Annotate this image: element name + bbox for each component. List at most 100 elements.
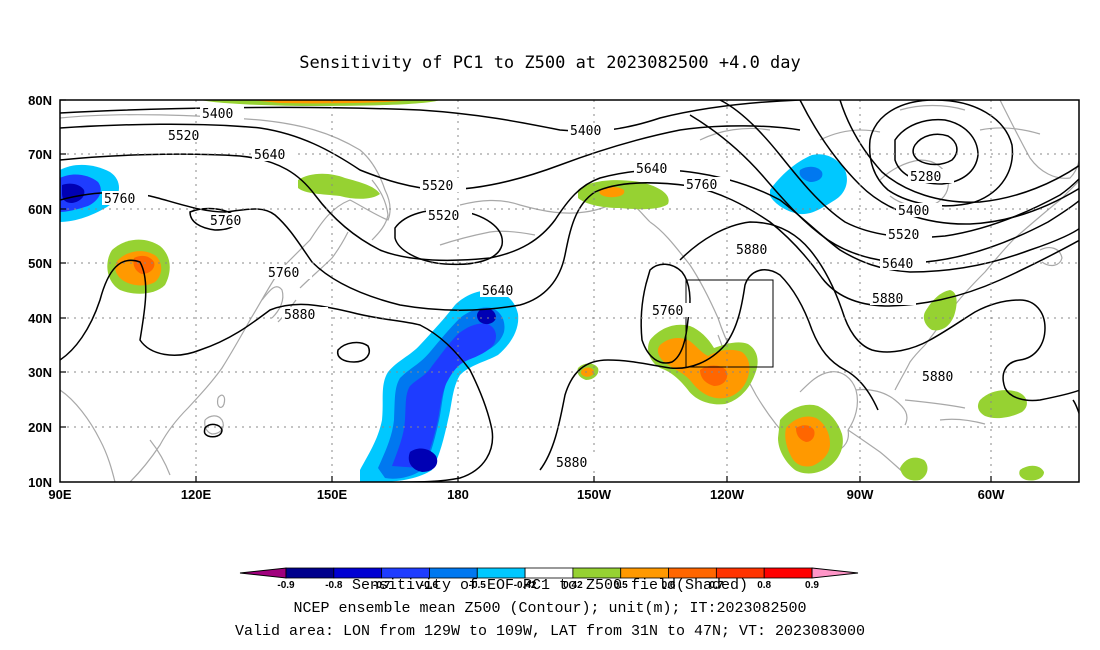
shade-green-okhotsk bbox=[298, 173, 380, 199]
contour-label: 5880 bbox=[556, 456, 587, 471]
shade-red-western-us bbox=[700, 365, 728, 386]
coastline-indochina bbox=[149, 439, 171, 476]
colorbar-cell bbox=[285, 567, 335, 579]
coastline-kamchatka bbox=[371, 179, 389, 241]
shade-green-alaska bbox=[578, 180, 669, 210]
contour-label: 5520 bbox=[888, 228, 919, 243]
shade-blue-central-pacific-core bbox=[392, 323, 496, 468]
contour-label: 5520 bbox=[428, 209, 459, 224]
contour-5880-north-america bbox=[679, 221, 1079, 402]
colorbar-tick-label: 0.5 bbox=[614, 580, 628, 591]
map-frame bbox=[59, 99, 1080, 483]
contour-5640-north bbox=[60, 153, 1079, 273]
colorbar-tick-label: -0.6 bbox=[421, 580, 439, 591]
lat-label: 50N bbox=[28, 256, 52, 271]
lat-label: 30N bbox=[28, 365, 52, 380]
coastline-arctic-islands bbox=[699, 104, 1041, 141]
colorbar-tick-label: 0.9 bbox=[805, 580, 819, 591]
caption-contour: NCEP ensemble mean Z500 (Contour); unit(… bbox=[293, 600, 806, 617]
shade-green-east-us bbox=[923, 290, 957, 331]
contour-label: 5640 bbox=[254, 148, 285, 163]
colorbar-tick-label: 0.7 bbox=[709, 580, 723, 591]
contour-label: 5400 bbox=[202, 107, 233, 122]
contour-5280-polar-low-inner bbox=[912, 133, 958, 166]
sensitivity-shading bbox=[60, 100, 1044, 482]
contour-label: 5760 bbox=[104, 192, 135, 207]
shade-orange-alaska bbox=[599, 187, 625, 198]
shade-red-mexico bbox=[796, 425, 815, 442]
lon-label: 150E bbox=[317, 487, 348, 502]
colorbar-tick-label: 0.42 bbox=[563, 580, 583, 591]
contour-label: 5640 bbox=[636, 162, 667, 177]
contour-label: 5880 bbox=[284, 308, 315, 323]
lon-label: 90W bbox=[847, 487, 874, 502]
contour-5880-east-low bbox=[1072, 399, 1079, 416]
shade-blue-canada bbox=[770, 154, 847, 215]
map-title: Sensitivity of PC1 to Z500 at 2023082500… bbox=[299, 53, 801, 73]
contour-label: 5880 bbox=[872, 292, 903, 307]
longitude-labels: 90E 120E 150E 180 150W 120W 90W 60W bbox=[48, 487, 1005, 502]
graticule bbox=[60, 100, 1079, 482]
contour-label: 5520 bbox=[168, 129, 199, 144]
coastline-caribbean bbox=[904, 399, 986, 425]
coastline-asia-north bbox=[60, 114, 391, 221]
lon-label: 120E bbox=[181, 487, 212, 502]
contour-label: 5760 bbox=[210, 214, 241, 229]
contour-label: 5280 bbox=[910, 170, 941, 185]
contour-label: 5640 bbox=[482, 284, 513, 299]
colorbar-cell bbox=[763, 567, 813, 579]
lat-label: 40N bbox=[28, 311, 52, 326]
coastline-india bbox=[60, 389, 116, 482]
coastline-newfoundland bbox=[1039, 247, 1063, 267]
shade-green-atlantic-b bbox=[900, 457, 928, 481]
colorbar-tick-label: -0.9 bbox=[277, 580, 295, 591]
colorbar-cell bbox=[239, 567, 287, 579]
contour-5760-north bbox=[60, 182, 1079, 311]
contour-label: 5760 bbox=[686, 178, 717, 193]
contour-label: 5400 bbox=[898, 204, 929, 219]
contour-5880-philippines-low bbox=[203, 423, 223, 438]
contour-label: 5760 bbox=[268, 266, 299, 281]
lon-label: 150W bbox=[577, 487, 612, 502]
contour-5640-canada bbox=[689, 114, 1079, 264]
contour-5760-pacific-high bbox=[640, 263, 691, 364]
lat-label: 70N bbox=[28, 147, 52, 162]
contour-label: 5880 bbox=[736, 243, 767, 258]
caption-valid-area: Valid area: LON from 129W to 109W, LAT f… bbox=[235, 623, 865, 640]
lon-label: 60W bbox=[978, 487, 1005, 502]
coastline-greenland bbox=[999, 100, 1079, 179]
contour-5880-subtropical bbox=[539, 269, 879, 471]
colorbar-tick-label: -0.7 bbox=[373, 580, 391, 591]
coastline-gulf-of-mexico bbox=[799, 371, 908, 431]
coastline-korea bbox=[261, 286, 284, 319]
colorbar-tick-label: -0.8 bbox=[325, 580, 343, 591]
colorbar-tick-label: 0.8 bbox=[757, 580, 771, 591]
coastline-taiwan bbox=[217, 394, 226, 408]
shade-green-atlantic-c bbox=[1019, 465, 1044, 481]
contour-label: 5880 bbox=[922, 370, 953, 385]
contour-label: 5640 bbox=[882, 257, 913, 272]
contour-5880-west bbox=[60, 259, 494, 482]
contour-label: 5520 bbox=[422, 179, 453, 194]
shade-red-central-asia bbox=[133, 255, 155, 274]
lat-label: 80N bbox=[28, 93, 52, 108]
shade-pacific-orange-small-core bbox=[580, 367, 594, 377]
map-plot-area: 5400 5400 5520 5520 5640 5640 5520 5760 … bbox=[60, 100, 1079, 482]
shade-darkblue-central-pacific-b bbox=[477, 308, 496, 325]
lat-label: 60N bbox=[28, 202, 52, 217]
shade-darkblue-central-pacific-a bbox=[408, 448, 438, 472]
valid-area-box bbox=[685, 279, 774, 368]
contour-5880-small-low bbox=[336, 341, 370, 363]
coastline-florida bbox=[894, 344, 926, 391]
contour-label: 5760 bbox=[652, 304, 683, 319]
coastline-aleutians bbox=[439, 230, 536, 246]
colorbar-tick-label: 0.6 bbox=[662, 580, 676, 591]
caption-shading: Sensitivity of EOF PC1 to Z500 field(Sha… bbox=[352, 577, 748, 594]
colorbar bbox=[239, 567, 859, 579]
latitude-labels: 80N 70N 60N 50N 40N 30N 20N 10N bbox=[28, 93, 52, 490]
colorbar-tick-label: -0.5 bbox=[469, 580, 487, 591]
axis-ticks bbox=[60, 99, 992, 482]
contour-labels: 5400 5400 5520 5520 5640 5640 5520 5760 … bbox=[102, 106, 966, 471]
lon-label: 180 bbox=[447, 487, 469, 502]
